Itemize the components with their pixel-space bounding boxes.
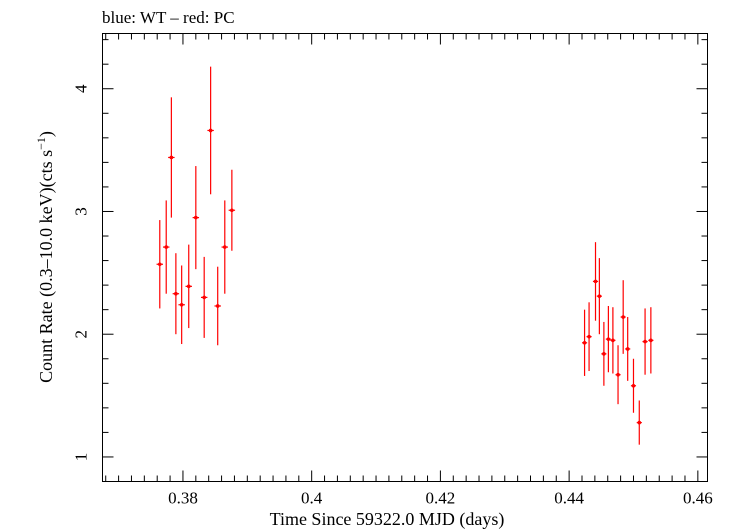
data-point [605,305,611,373]
point-marker [587,334,591,339]
point-marker [621,315,625,319]
data-point [592,242,599,321]
data-point [636,400,642,445]
data-point [586,302,592,372]
x-tick-label: 0.42 [426,489,456,508]
data-point [192,166,200,270]
y-tick-label: 3 [72,207,91,216]
point-marker [164,245,169,249]
point-marker [649,338,653,343]
data-point [200,256,208,338]
data-point [625,317,631,381]
point-marker [606,337,611,341]
point-marker [643,339,647,344]
data-point [630,358,637,413]
point-marker [597,294,602,298]
data-point [620,280,626,354]
data-point [168,97,175,218]
x-tick-label: 0.38 [168,489,198,508]
data-point [185,244,192,329]
data-point [172,253,180,335]
plot-frame [102,33,708,482]
data-point [178,265,185,345]
point-marker [186,284,191,289]
data-point [596,258,602,335]
data-points [156,66,654,445]
data-point [648,307,654,374]
y-tick-label: 2 [72,330,91,339]
axis-ticks: 0.38 0.4 0.42 0.44 0.46 1 2 3 4 [72,33,713,508]
y-axis-label-close: ) [36,131,57,137]
data-point [610,307,616,374]
chart-title: blue: WT – red: PC [102,8,235,27]
point-marker [174,291,178,296]
data-point [228,169,236,251]
data-point [615,345,621,405]
point-marker [222,245,227,249]
point-marker [208,128,213,133]
point-marker [582,341,587,345]
data-point [601,321,607,386]
x-tick-label: 0.44 [554,489,584,508]
point-marker [169,155,174,160]
data-point [214,266,221,346]
x-axis-label: Time Since 59322.0 MJD (days) [270,509,505,530]
point-marker [616,372,620,377]
y-axis-label-exponent: −1 [34,137,48,150]
y-tick-label: 1 [72,453,91,462]
point-marker [179,302,184,307]
data-point [163,200,170,294]
point-marker [194,215,198,220]
point-marker [611,338,615,343]
point-marker [202,295,206,300]
point-marker [631,383,636,388]
y-axis-label: Count Rate (0.3–10.0 keV)(cts s−1) [34,131,57,383]
point-marker [157,262,162,267]
point-marker [602,352,606,356]
data-point [156,220,163,309]
x-tick-label: 0.4 [301,489,323,508]
x-tick-label: 0.46 [683,489,713,508]
point-marker [230,208,234,213]
point-marker [625,347,630,351]
y-tick-label: 4 [72,84,91,93]
y-axis-label-main: Count Rate (0.3–10.0 keV)(cts s [36,150,57,383]
data-point [642,308,648,375]
data-point [207,66,214,195]
data-point [581,309,588,376]
point-marker [593,279,598,284]
point-marker [637,420,642,425]
data-point [221,200,229,294]
point-marker [215,304,220,308]
